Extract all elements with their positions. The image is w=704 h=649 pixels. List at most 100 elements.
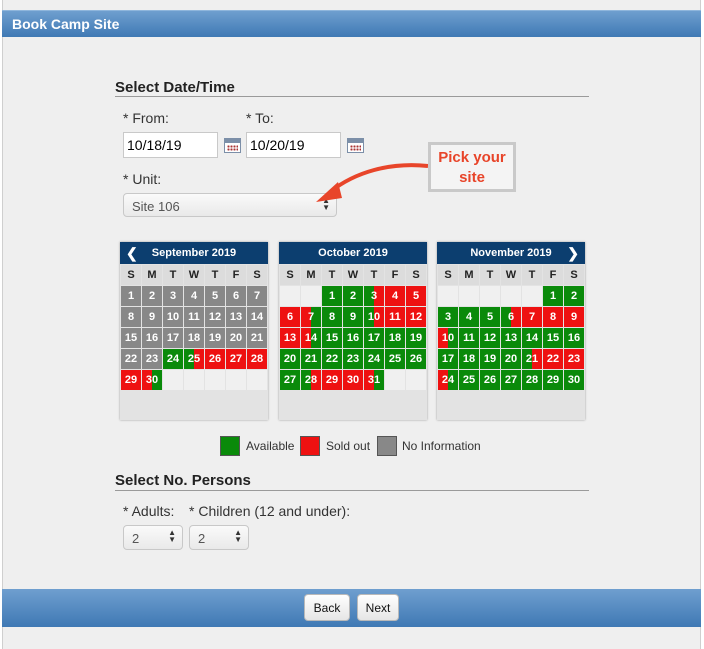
calendar-day[interactable]: 6 bbox=[501, 307, 521, 327]
calendar-day[interactable]: 26 bbox=[406, 349, 426, 369]
calendar-day[interactable]: 2 bbox=[564, 286, 584, 306]
calendar-day[interactable]: 8 bbox=[322, 307, 342, 327]
calendar-day[interactable]: 22 bbox=[322, 349, 342, 369]
calendar-day[interactable]: 2 bbox=[142, 286, 162, 306]
calendar-day[interactable]: 28 bbox=[522, 370, 542, 390]
calendar-day[interactable]: 22 bbox=[121, 349, 141, 369]
calendar-day[interactable]: 15 bbox=[322, 328, 342, 348]
calendar-day[interactable]: 12 bbox=[205, 307, 225, 327]
children-select[interactable]: 2 ▲ ▼ bbox=[189, 525, 249, 550]
calendar-day[interactable]: 3 bbox=[364, 286, 384, 306]
from-calendar-icon[interactable] bbox=[224, 138, 241, 153]
calendar-day[interactable]: 19 bbox=[480, 349, 500, 369]
calendar-day[interactable]: 29 bbox=[121, 370, 141, 390]
calendar-day[interactable]: 21 bbox=[522, 349, 542, 369]
calendar-day[interactable]: 18 bbox=[385, 328, 405, 348]
calendar-day[interactable]: 15 bbox=[543, 328, 563, 348]
calendar-day[interactable]: 25 bbox=[459, 370, 479, 390]
calendar-day[interactable]: 27 bbox=[226, 349, 246, 369]
calendar-day[interactable]: 4 bbox=[459, 307, 479, 327]
calendar-day[interactable]: 24 bbox=[438, 370, 458, 390]
to-calendar-icon[interactable] bbox=[347, 138, 364, 153]
calendar-day[interactable]: 26 bbox=[205, 349, 225, 369]
calendar-day[interactable]: 25 bbox=[184, 349, 204, 369]
calendar-day[interactable]: 13 bbox=[280, 328, 300, 348]
calendar-day[interactable]: 23 bbox=[343, 349, 363, 369]
calendar-day[interactable]: 17 bbox=[163, 328, 183, 348]
calendar-day[interactable]: 22 bbox=[543, 349, 563, 369]
calendar-day[interactable]: 18 bbox=[184, 328, 204, 348]
calendar-day[interactable]: 29 bbox=[322, 370, 342, 390]
calendar-day[interactable]: 11 bbox=[385, 307, 405, 327]
next-month-icon[interactable]: ❯ bbox=[567, 245, 579, 261]
calendar-day[interactable]: 10 bbox=[438, 328, 458, 348]
calendar-day[interactable]: 8 bbox=[543, 307, 563, 327]
calendar-day[interactable]: 23 bbox=[564, 349, 584, 369]
calendar-day[interactable]: 17 bbox=[438, 349, 458, 369]
calendar-day[interactable]: 25 bbox=[385, 349, 405, 369]
calendar-day[interactable]: 11 bbox=[459, 328, 479, 348]
next-button[interactable]: Next bbox=[357, 594, 399, 621]
calendar-day[interactable]: 10 bbox=[163, 307, 183, 327]
calendar-day[interactable]: 30 bbox=[564, 370, 584, 390]
calendar-day[interactable]: 21 bbox=[247, 328, 267, 348]
calendar-day[interactable]: 5 bbox=[406, 286, 426, 306]
calendar-day[interactable]: 20 bbox=[501, 349, 521, 369]
calendar-day[interactable]: 5 bbox=[205, 286, 225, 306]
calendar-day[interactable]: 5 bbox=[480, 307, 500, 327]
calendar-day[interactable]: 17 bbox=[364, 328, 384, 348]
calendar-day[interactable]: 21 bbox=[301, 349, 321, 369]
calendar-day[interactable]: 12 bbox=[406, 307, 426, 327]
calendar-day[interactable]: 26 bbox=[480, 370, 500, 390]
calendar-day[interactable]: 11 bbox=[184, 307, 204, 327]
calendar-day[interactable]: 23 bbox=[142, 349, 162, 369]
calendar-day[interactable]: 20 bbox=[226, 328, 246, 348]
calendar-day[interactable]: 30 bbox=[142, 370, 162, 390]
calendar-day[interactable]: 3 bbox=[163, 286, 183, 306]
calendar-day[interactable]: 24 bbox=[364, 349, 384, 369]
calendar-day[interactable]: 30 bbox=[343, 370, 363, 390]
calendar-day[interactable]: 18 bbox=[459, 349, 479, 369]
calendar-day[interactable]: 4 bbox=[184, 286, 204, 306]
calendar-day[interactable]: 7 bbox=[522, 307, 542, 327]
calendar-day[interactable]: 27 bbox=[501, 370, 521, 390]
calendar-day[interactable]: 9 bbox=[142, 307, 162, 327]
prev-month-icon[interactable]: ❮ bbox=[126, 245, 138, 261]
calendar-day[interactable]: 3 bbox=[438, 307, 458, 327]
calendar-day[interactable]: 16 bbox=[343, 328, 363, 348]
from-date-input[interactable] bbox=[123, 132, 218, 158]
calendar-day[interactable]: 1 bbox=[322, 286, 342, 306]
calendar-day[interactable]: 19 bbox=[406, 328, 426, 348]
calendar-day[interactable]: 14 bbox=[247, 307, 267, 327]
adults-select[interactable]: 2 ▲ ▼ bbox=[123, 525, 183, 550]
calendar-day[interactable]: 16 bbox=[564, 328, 584, 348]
calendar-day[interactable]: 31 bbox=[364, 370, 384, 390]
calendar-day[interactable]: 7 bbox=[301, 307, 321, 327]
calendar-day[interactable]: 1 bbox=[121, 286, 141, 306]
calendar-day[interactable]: 2 bbox=[343, 286, 363, 306]
calendar-day[interactable]: 1 bbox=[543, 286, 563, 306]
calendar-day[interactable]: 4 bbox=[385, 286, 405, 306]
calendar-day[interactable]: 27 bbox=[280, 370, 300, 390]
calendar-day[interactable]: 6 bbox=[280, 307, 300, 327]
calendar-day[interactable]: 6 bbox=[226, 286, 246, 306]
calendar-day[interactable]: 14 bbox=[301, 328, 321, 348]
calendar-day[interactable]: 7 bbox=[247, 286, 267, 306]
calendar-day[interactable]: 19 bbox=[205, 328, 225, 348]
calendar-day[interactable]: 29 bbox=[543, 370, 563, 390]
calendar-day[interactable]: 12 bbox=[480, 328, 500, 348]
calendar-day[interactable]: 9 bbox=[343, 307, 363, 327]
calendar-day[interactable]: 14 bbox=[522, 328, 542, 348]
calendar-day[interactable]: 9 bbox=[564, 307, 584, 327]
calendar-day[interactable]: 16 bbox=[142, 328, 162, 348]
calendar-day[interactable]: 10 bbox=[364, 307, 384, 327]
calendar-day[interactable]: 15 bbox=[121, 328, 141, 348]
calendar-day[interactable]: 24 bbox=[163, 349, 183, 369]
calendar-day[interactable]: 13 bbox=[226, 307, 246, 327]
unit-select[interactable]: Site 106 ▲ ▼ bbox=[123, 193, 337, 217]
back-button[interactable]: Back bbox=[304, 594, 350, 621]
calendar-day[interactable]: 13 bbox=[501, 328, 521, 348]
calendar-day[interactable]: 28 bbox=[247, 349, 267, 369]
calendar-day[interactable]: 28 bbox=[301, 370, 321, 390]
to-date-input[interactable] bbox=[246, 132, 341, 158]
